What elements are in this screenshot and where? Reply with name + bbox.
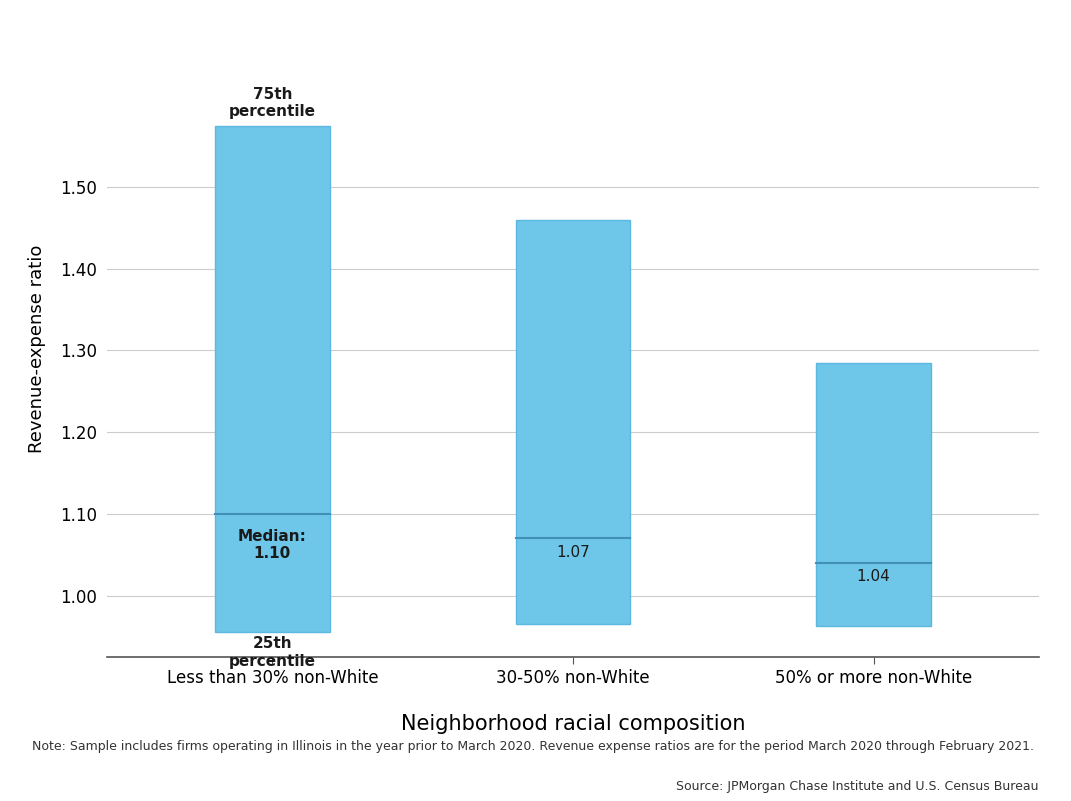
Text: Source: JPMorgan Chase Institute and U.S. Census Bureau: Source: JPMorgan Chase Institute and U.S…	[677, 780, 1039, 793]
Bar	[215, 126, 330, 632]
X-axis label: Neighborhood racial composition: Neighborhood racial composition	[401, 714, 745, 735]
Text: 25th
percentile: 25th percentile	[229, 637, 316, 669]
Y-axis label: Revenue-expense ratio: Revenue-expense ratio	[29, 244, 46, 453]
Text: 1.07: 1.07	[556, 545, 590, 560]
Bar	[516, 219, 630, 624]
Text: Note: Sample includes firms operating in Illinois in the year prior to March 202: Note: Sample includes firms operating in…	[32, 740, 1035, 753]
Text: 1.04: 1.04	[857, 570, 890, 585]
Bar	[816, 363, 931, 626]
Text: Median:
1.10: Median: 1.10	[238, 529, 307, 561]
Text: 75th
percentile: 75th percentile	[229, 87, 316, 119]
